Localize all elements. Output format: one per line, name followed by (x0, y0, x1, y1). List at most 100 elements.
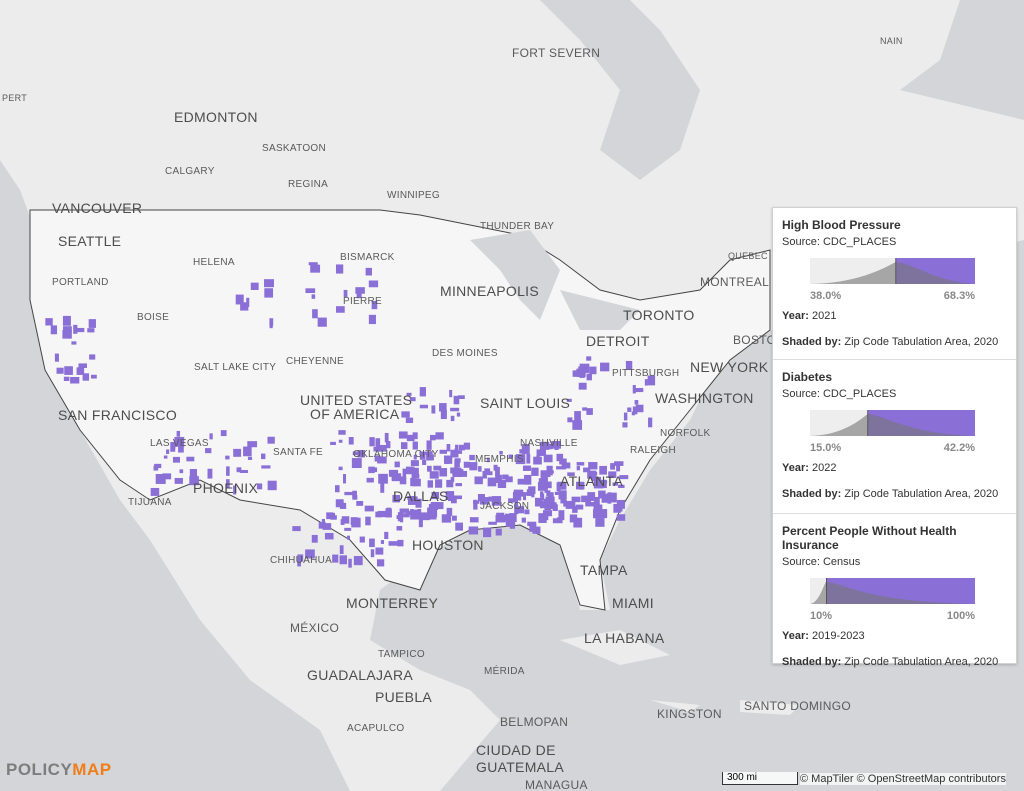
place-label: QUEBEC (728, 251, 768, 261)
shaded-area (418, 517, 423, 528)
shaded-area (486, 457, 490, 463)
shaded-area (592, 509, 603, 519)
shaded-area (473, 499, 478, 510)
shaded-area (632, 406, 638, 415)
histogram-graphic (810, 258, 975, 284)
shaded-area (488, 496, 492, 502)
shaded-area (384, 432, 389, 443)
shaded-area (433, 465, 442, 471)
place-label: TIJUANA (128, 497, 172, 508)
shaded-area (247, 441, 258, 448)
shaded-area (453, 395, 460, 405)
shaded-area (456, 450, 463, 454)
place-label: WASHINGTON (655, 390, 754, 406)
shaded-area (586, 408, 593, 415)
place-label: NASHVILLE (520, 438, 578, 449)
place-label: NEW YORK (690, 359, 769, 375)
shaded-area (426, 454, 434, 461)
shaded-area (368, 280, 379, 288)
place-label: SALT LAKE CITY (194, 362, 276, 373)
shaded-area (346, 535, 351, 540)
shaded-area (176, 430, 181, 437)
shaded-area (305, 288, 316, 294)
shaded-area (508, 454, 513, 459)
shaded-area (435, 479, 443, 488)
place-label: SANTO DOMINGO (744, 699, 851, 713)
shaded-area (622, 422, 628, 428)
shaded-area (583, 467, 591, 473)
shaded-label: Shaded by: (782, 488, 842, 500)
place-label: LAS VEGAS (150, 438, 209, 449)
shaded-area (379, 444, 387, 452)
shaded-area (419, 404, 429, 409)
shaded-area (545, 481, 552, 489)
shaded-area (588, 462, 598, 470)
shaded-area (579, 363, 590, 373)
shaded-area (455, 522, 463, 531)
shaded-area (371, 301, 378, 310)
shaded-area (154, 463, 162, 469)
shaded-area (380, 483, 385, 493)
shaded-area (495, 528, 502, 536)
legend-year: Year: 2022 (782, 462, 1007, 474)
shaded-area (339, 555, 348, 565)
shaded-area (634, 400, 639, 405)
year-value: 2019-2023 (811, 630, 865, 642)
shaded-area (484, 468, 491, 472)
shaded-area (391, 475, 401, 482)
shaded-area (591, 476, 602, 481)
shaded-area (174, 477, 183, 484)
shaded-area (542, 510, 553, 517)
shaded-area (359, 536, 365, 543)
shaded-area (344, 527, 352, 531)
shaded-area (412, 441, 418, 450)
shaded-area (155, 474, 166, 484)
shaded-area (76, 327, 85, 333)
shaded-area (343, 289, 348, 297)
shaded-area (440, 410, 447, 420)
year-value: 2021 (811, 310, 837, 322)
shaded-area (335, 499, 344, 508)
shaded-area (189, 469, 197, 478)
shaded-area (541, 473, 548, 484)
legend-section: Percent People Without Health Insurance … (773, 514, 1016, 668)
shaded-area (558, 510, 565, 521)
logo[interactable]: POLICYMAP (6, 760, 112, 780)
shaded-area (533, 456, 542, 465)
shaded-area (308, 262, 318, 266)
shaded-area (338, 439, 343, 443)
shaded-area (487, 477, 497, 487)
range-max: 100% (946, 610, 975, 622)
shaded-area (512, 492, 522, 501)
shaded-area (375, 547, 384, 555)
shaded-area (220, 430, 227, 437)
place-label: TORONTO (623, 307, 695, 323)
histogram (810, 258, 975, 284)
place-label: MANAGUA (525, 778, 588, 791)
shaded-area (469, 517, 479, 523)
shaded-area (619, 475, 629, 480)
shaded-area (156, 477, 161, 482)
shaded-area (377, 510, 388, 518)
shaded-area (499, 450, 503, 455)
shaded-area (317, 317, 327, 327)
shaded-area (394, 461, 400, 468)
shaded-area (407, 496, 418, 505)
legend-shaded: Shaded by: Zip Code Tabulation Area, 202… (782, 656, 1007, 668)
attribution: © MapTiler © OpenStreetMap contributors (800, 773, 1006, 785)
shaded-area (87, 328, 95, 333)
shaded-area (338, 430, 346, 435)
shaded-area (348, 558, 352, 568)
place-label: LA HABANA (584, 630, 665, 646)
legend-year: Year: 2021 (782, 310, 1007, 322)
place-label: CALGARY (165, 166, 215, 177)
shaded-area (488, 521, 497, 525)
shaded-area (446, 443, 451, 452)
place-label: OF AMERICA (310, 406, 400, 422)
shaded-area (225, 479, 230, 489)
shaded-value: Zip Code Tabulation Area, 2020 (844, 656, 999, 668)
shaded-area (647, 375, 656, 386)
shaded-area (618, 484, 625, 489)
legend-source: Source: Census (782, 556, 861, 568)
